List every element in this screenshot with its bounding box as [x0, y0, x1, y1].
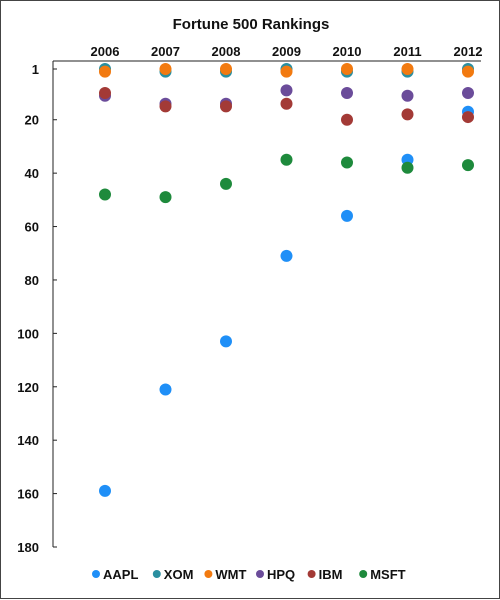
- y-tick-label: 140: [17, 433, 39, 448]
- y-tick-label: 100: [17, 326, 39, 341]
- legend-marker: [359, 570, 368, 578]
- y-tick-label: 180: [17, 540, 39, 555]
- legend-marker: [256, 570, 264, 578]
- data-point: [401, 161, 414, 174]
- legend-label: MSFT: [370, 567, 405, 582]
- series-msft: [99, 153, 474, 204]
- legend-item: IBM: [307, 567, 343, 582]
- legend-label: HPQ: [267, 567, 295, 582]
- legend-label: WMT: [215, 567, 246, 582]
- series-ibm: [99, 87, 474, 126]
- data-point: [462, 111, 474, 124]
- data-point: [99, 484, 111, 497]
- x-tick-label: 2008: [212, 44, 241, 59]
- data-point: [159, 100, 172, 113]
- legend-item: AAPL: [92, 567, 138, 582]
- series-wmt: [99, 63, 474, 78]
- data-point: [99, 65, 111, 78]
- chart-title: Fortune 500 Rankings: [173, 16, 330, 33]
- legend-label: XOM: [164, 567, 194, 582]
- data-point: [99, 87, 111, 100]
- data-point: [220, 100, 232, 113]
- x-tick-label: 2006: [91, 44, 120, 59]
- x-tick-label: 2007: [151, 44, 180, 59]
- data-point: [220, 177, 232, 190]
- legend-marker: [152, 570, 161, 578]
- data-point: [280, 65, 293, 78]
- legend-marker: [307, 570, 316, 578]
- data-point: [341, 113, 353, 126]
- legend-item: HPQ: [256, 567, 295, 582]
- legend-label: IBM: [319, 567, 343, 582]
- legend-marker: [204, 570, 213, 578]
- data-point: [341, 63, 353, 75]
- x-tick-label: 2012: [454, 44, 483, 59]
- data-point: [220, 63, 232, 75]
- x-tick-label: 2011: [393, 44, 421, 59]
- data-point: [159, 383, 172, 396]
- data-point: [220, 335, 232, 348]
- data-point: [401, 63, 414, 75]
- x-tick-label: 2009: [272, 44, 301, 59]
- axes: [52, 60, 481, 548]
- y-tick-label: 40: [25, 166, 39, 181]
- data-point: [99, 188, 111, 201]
- data-point: [341, 209, 353, 222]
- data-point: [341, 156, 353, 169]
- data-points: [99, 63, 474, 497]
- data-point: [341, 87, 353, 100]
- y-tick-label: 20: [25, 113, 39, 128]
- data-point: [462, 159, 474, 172]
- data-point: [280, 97, 293, 110]
- data-point: [159, 191, 172, 204]
- x-tick-labels: 2006 2007 2008 2009 2010 2011 2012: [91, 44, 483, 59]
- x-tick-label: 2010: [333, 44, 362, 59]
- data-point: [280, 249, 293, 262]
- y-tick-label: 1: [32, 62, 39, 77]
- legend-marker: [92, 570, 100, 578]
- data-point: [462, 65, 474, 78]
- data-point: [280, 153, 293, 166]
- legend-item: MSFT: [359, 567, 406, 582]
- legend-item: WMT: [204, 567, 246, 582]
- legend-label: AAPL: [103, 567, 138, 582]
- data-point: [159, 63, 172, 75]
- data-point: [401, 89, 414, 102]
- data-point: [462, 87, 474, 100]
- y-tick-label: 120: [17, 380, 39, 395]
- y-tick-label: 80: [25, 273, 39, 288]
- y-tick-label: 160: [17, 487, 39, 502]
- data-point: [401, 108, 414, 121]
- legend: AAPL XOM WMT HPQ IBM MSFT: [92, 567, 406, 582]
- legend-item: XOM: [152, 567, 194, 582]
- y-tick-label: 60: [25, 220, 39, 235]
- data-point: [280, 84, 293, 97]
